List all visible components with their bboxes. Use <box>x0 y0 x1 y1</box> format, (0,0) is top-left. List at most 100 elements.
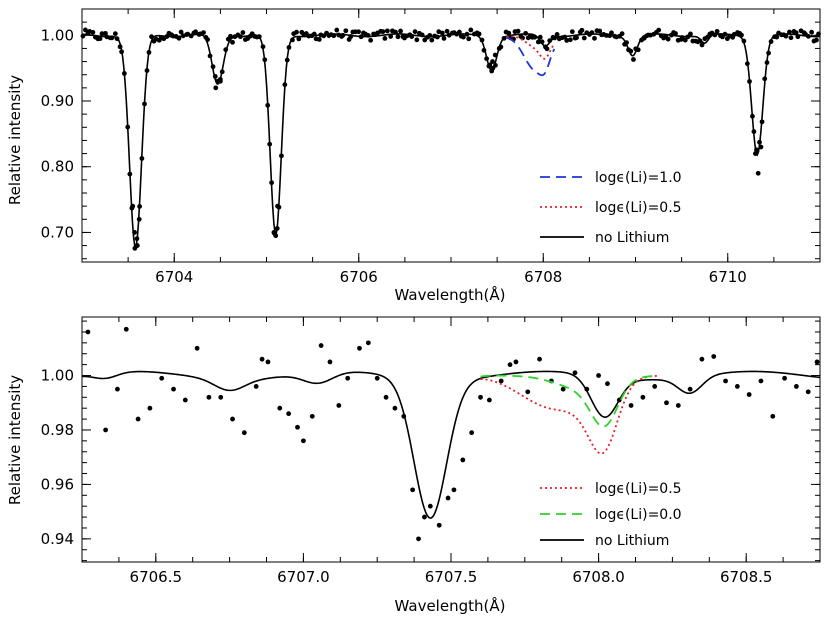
data-point <box>334 27 340 33</box>
data-point <box>746 392 752 397</box>
data-point <box>439 30 445 36</box>
legend-label-li-0.0: logϵ(Li)=0.0 <box>595 507 682 523</box>
data-point <box>506 30 512 36</box>
model-line-li-0.5 <box>480 374 658 455</box>
y-tick-label: 0.70 <box>41 223 74 241</box>
x-tick-label: 6706 <box>340 268 378 286</box>
model-lines-bottom <box>81 370 821 519</box>
data-point <box>774 34 780 40</box>
data-point <box>498 378 504 384</box>
y-axis-label-top: Relative intensity <box>6 75 24 205</box>
data-point <box>783 33 789 39</box>
model-line-no-lithium <box>81 370 821 519</box>
data-point <box>537 356 542 362</box>
legend-label-no-lithium: no Lithium <box>595 230 669 246</box>
data-point <box>554 32 560 37</box>
data-point <box>640 394 646 400</box>
data-point <box>230 39 235 45</box>
data-point <box>318 343 324 348</box>
data-point <box>755 170 761 176</box>
model-lines-top <box>81 33 821 248</box>
x-tick-label: 6707.0 <box>277 568 330 586</box>
data-point <box>609 30 614 36</box>
x-tick-label: 6704 <box>155 268 193 286</box>
data-point <box>441 35 447 41</box>
data-point <box>301 438 306 444</box>
data-point <box>309 413 315 419</box>
data-point <box>380 29 386 35</box>
data-points-bottom <box>85 326 820 542</box>
data-point <box>525 389 531 395</box>
data-point <box>414 37 420 43</box>
data-point <box>159 375 165 381</box>
x-axis-label-top: Wavelength(Å) <box>395 285 506 304</box>
data-point <box>805 389 811 395</box>
data-point <box>85 329 91 335</box>
y-tick-label: 1.00 <box>41 26 74 44</box>
panel-top: 6704 6706 6708 6710 0.70 0.80 0.90 1.00 logϵ(Li… <box>6 8 821 304</box>
data-point <box>383 394 389 400</box>
data-point <box>490 59 495 64</box>
model-line-li-0.5 <box>506 35 556 60</box>
data-point <box>572 370 578 376</box>
data-point <box>814 359 820 365</box>
data-point <box>178 29 184 35</box>
data-point <box>193 29 198 35</box>
data-point <box>388 34 394 39</box>
data-point <box>259 356 265 362</box>
data-point <box>368 37 374 43</box>
model-line-no-lithium <box>81 33 821 248</box>
y-tick-label: 0.98 <box>41 421 74 439</box>
data-point <box>515 28 521 34</box>
plot-frame-top <box>81 8 821 263</box>
data-point <box>384 28 390 34</box>
data-point <box>605 381 610 387</box>
data-point <box>451 487 457 493</box>
data-point <box>90 29 96 35</box>
data-point <box>469 430 475 436</box>
x-tick-label: 6708.0 <box>572 568 625 586</box>
data-point <box>343 28 349 34</box>
data-point <box>112 31 118 37</box>
data-point <box>673 31 678 36</box>
model-line-li-0.0 <box>480 374 658 428</box>
data-point <box>688 31 693 37</box>
data-point <box>665 36 671 42</box>
data-point <box>564 38 570 43</box>
data-point <box>230 416 235 422</box>
data-point <box>631 57 636 62</box>
data-point <box>486 397 492 403</box>
data-point <box>793 384 799 389</box>
ticks-bottom: 6706.5 6707.0 6707.5 6708.0 6708.5 0.94 0.96 0.… <box>41 317 821 586</box>
x-tick-label: 6707.5 <box>425 568 478 586</box>
data-point <box>194 345 200 351</box>
data-point <box>816 31 821 37</box>
data-point <box>392 405 398 411</box>
data-point <box>560 386 566 392</box>
y-axis-label-bottom: Relative intensity <box>6 375 24 505</box>
data-point <box>513 359 519 365</box>
x-tick-label: 6708 <box>524 268 562 286</box>
data-point <box>97 36 103 42</box>
data-point <box>115 386 120 392</box>
data-point <box>416 536 421 542</box>
data-point <box>213 85 219 91</box>
data-point <box>357 345 362 351</box>
data-point <box>770 413 776 419</box>
x-tick-label: 6708.5 <box>720 568 773 586</box>
data-point <box>711 354 717 359</box>
data-point <box>345 375 351 381</box>
data-point <box>427 503 433 509</box>
model-line-li-1.0 <box>506 37 556 77</box>
data-point <box>99 31 105 37</box>
x-tick-label: 6710 <box>709 268 747 286</box>
ticks-top: 6704 6706 6708 6710 0.70 0.80 0.90 1.00 <box>41 9 821 286</box>
data-point <box>782 375 787 381</box>
data-point <box>687 386 693 392</box>
data-point <box>422 514 427 520</box>
y-tick-label: 0.94 <box>41 530 74 548</box>
data-point <box>253 384 259 389</box>
legend-label-li-0.5: logϵ(Li)=0.5 <box>595 200 682 216</box>
data-point <box>412 29 418 35</box>
data-point <box>460 34 466 40</box>
